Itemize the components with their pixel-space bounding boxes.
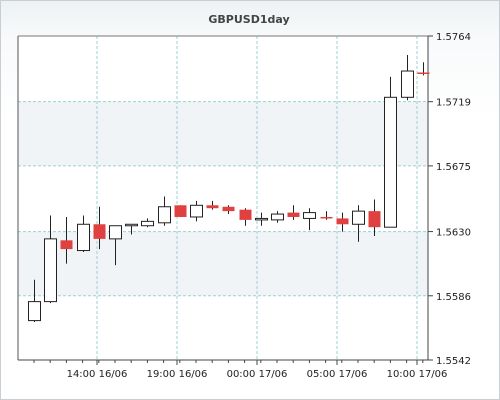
background-band [18,36,428,102]
candle [141,218,154,228]
candle-body-up [303,212,316,219]
candle [384,76,397,228]
candles [28,54,430,323]
candle-body-down [206,205,219,209]
candle-body-up [384,96,397,228]
y-tick-label: 1.5719 [436,98,471,109]
candle-body-down [93,224,106,239]
candle [417,62,430,76]
candle-body-down [336,218,349,225]
candle [222,205,235,215]
candle-body-up [141,220,154,227]
candle [336,212,349,232]
background-band [18,101,428,166]
axes [17,35,433,365]
candle-body-up [77,223,90,252]
x-tick-labels: 14:00 16/06 19:00 16/06 00:00 17/06 05:00 1… [67,369,448,380]
x-tick-label: 05:00 17/06 [307,369,368,380]
candle-body-up [255,217,268,221]
y-tick-label: 1.5586 [436,292,471,303]
y-tick-label: 1.5764 [436,32,471,43]
x-tick-label: 19:00 16/06 [147,369,208,380]
candle [352,205,365,242]
candle [303,208,316,231]
candle [401,54,414,101]
candle-body-up [352,210,365,225]
candle-body-down [239,209,252,220]
candle [93,206,106,250]
candle [287,205,300,220]
y-tick-labels: 1.5764 1.5719 1.5675 1.5630 1.5586 1.5542 [436,32,471,367]
y-tick-label: 1.5630 [436,228,471,239]
x-tick-label: 00:00 17/06 [227,369,288,380]
candle-body-down [222,206,235,212]
candle [190,200,203,222]
candle-body-up [125,223,138,227]
chart-title: GBPUSD1day [208,13,289,26]
candle [125,223,138,235]
candle-body-up [109,225,122,240]
candle-body-up [158,206,171,224]
candle-body-up [28,301,41,322]
candle [368,199,381,236]
candle [206,200,219,210]
x-tick-label: 14:00 16/06 [67,369,128,380]
candle-body-down [174,205,187,217]
candle [271,211,284,223]
candle [320,211,333,220]
background-bands [18,36,428,360]
y-tick-label: 1.5675 [436,162,471,173]
background-band [18,295,428,360]
candle [77,215,90,252]
candle [158,196,171,226]
candle-body-down [417,72,430,74]
candle-body-down [320,216,333,219]
candle [239,208,252,226]
candle-body-down [287,212,300,217]
candle [255,212,268,226]
candle-body-down [368,211,381,228]
candle-body-up [190,204,203,218]
y-tick-label: 1.5542 [436,356,471,367]
candle [44,215,57,304]
candle-body-up [271,213,284,221]
candle [109,225,122,266]
candle-body-down [60,240,73,250]
candle-body-up [401,70,414,98]
candle-body-up [44,238,57,303]
candle [60,216,73,264]
background-band [18,165,428,232]
candle [174,205,187,217]
x-tick-label: 10:00 17/06 [387,369,448,380]
candle [28,279,41,323]
